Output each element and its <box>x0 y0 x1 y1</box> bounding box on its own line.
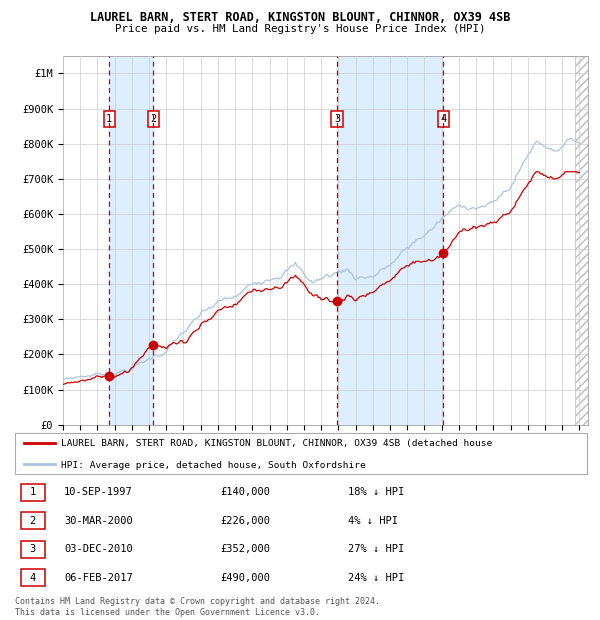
Text: LAUREL BARN, STERT ROAD, KINGSTON BLOUNT, CHINNOR, OX39 4SB (detached house: LAUREL BARN, STERT ROAD, KINGSTON BLOUNT… <box>61 439 493 448</box>
Text: 30-MAR-2000: 30-MAR-2000 <box>64 516 133 526</box>
Bar <box>337 56 443 425</box>
Text: 3: 3 <box>30 544 36 554</box>
Text: 27% ↓ HPI: 27% ↓ HPI <box>348 544 404 554</box>
Text: 1: 1 <box>106 114 112 124</box>
Text: Contains HM Land Registry data © Crown copyright and database right 2024.
This d: Contains HM Land Registry data © Crown c… <box>15 598 380 617</box>
Text: HPI: Average price, detached house, South Oxfordshire: HPI: Average price, detached house, Sout… <box>61 461 366 470</box>
Text: Price paid vs. HM Land Registry's House Price Index (HPI): Price paid vs. HM Land Registry's House … <box>115 24 485 33</box>
Text: £226,000: £226,000 <box>220 516 271 526</box>
Text: LAUREL BARN, STERT ROAD, KINGSTON BLOUNT, CHINNOR, OX39 4SB: LAUREL BARN, STERT ROAD, KINGSTON BLOUNT… <box>90 11 510 24</box>
Text: 18% ↓ HPI: 18% ↓ HPI <box>348 487 404 497</box>
Text: £140,000: £140,000 <box>220 487 271 497</box>
Text: 2: 2 <box>30 516 36 526</box>
Bar <box>109 56 154 425</box>
FancyBboxPatch shape <box>20 512 45 529</box>
Bar <box>575 56 590 425</box>
Text: 2: 2 <box>150 114 157 124</box>
Text: 10-SEP-1997: 10-SEP-1997 <box>64 487 133 497</box>
Text: 4: 4 <box>30 573 36 583</box>
FancyBboxPatch shape <box>20 569 45 587</box>
Text: 4: 4 <box>440 114 446 124</box>
Text: 4% ↓ HPI: 4% ↓ HPI <box>348 516 398 526</box>
FancyBboxPatch shape <box>20 484 45 501</box>
Text: 3: 3 <box>334 114 340 124</box>
Text: 03-DEC-2010: 03-DEC-2010 <box>64 544 133 554</box>
Text: 06-FEB-2017: 06-FEB-2017 <box>64 573 133 583</box>
FancyBboxPatch shape <box>20 541 45 558</box>
FancyBboxPatch shape <box>15 433 587 474</box>
Text: 1: 1 <box>30 487 36 497</box>
Text: £490,000: £490,000 <box>220 573 271 583</box>
Text: 24% ↓ HPI: 24% ↓ HPI <box>348 573 404 583</box>
Text: £352,000: £352,000 <box>220 544 271 554</box>
